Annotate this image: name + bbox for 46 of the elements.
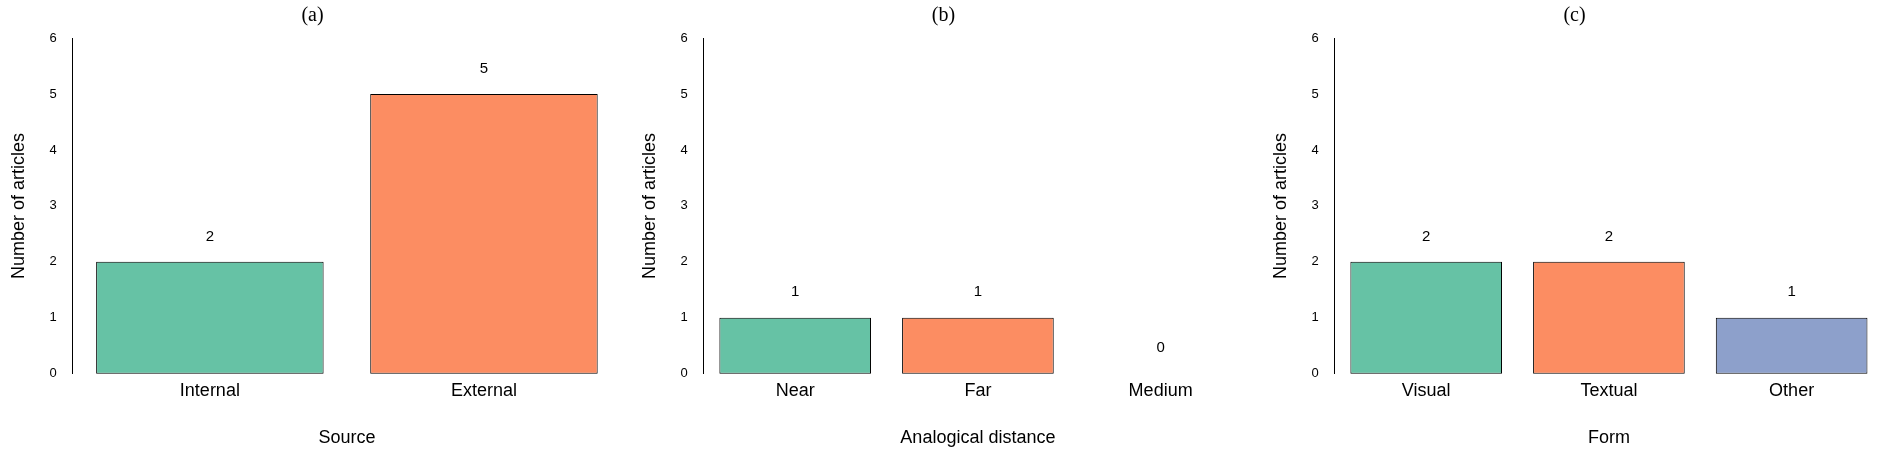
x-axis-title: Form [1587,427,1630,448]
y-tick-label: 4 [680,141,688,157]
y-tick-label: 2 [680,253,688,269]
x-tick-label: Visual [1401,379,1451,400]
y-tick-label: 2 [49,253,57,269]
x-tick-label: Textual [1580,379,1638,400]
chart-title: (b) [931,3,956,27]
y-axis-title: Number of articles [638,132,659,279]
x-tick-label: Far [964,379,992,400]
y-tick-label: 6 [49,29,57,45]
data-label: 0 [1156,338,1165,356]
y-tick-label: 0 [49,365,57,381]
y-axis-title: Number of articles [7,132,28,279]
y-tick-label: 1 [1311,309,1319,325]
x-tick-label: Other [1769,379,1815,400]
x-tick-label: Near [775,379,815,400]
y-tick-label: 5 [1311,85,1319,101]
y-tick-label: 6 [680,29,688,45]
x-tick-label: Medium [1128,379,1193,400]
data-label: 1 [973,282,983,300]
y-tick-label: 3 [680,197,688,213]
chart-title: (c) [1563,3,1586,27]
y-tick-label: 1 [680,309,688,325]
y-tick-label: 5 [49,85,57,101]
data-label: 2 [1604,226,1614,244]
x-axis-title: Analogical distance [900,427,1056,448]
y-tick-label: 4 [49,141,57,157]
y-tick-label: 6 [1311,29,1319,45]
y-tick-label: 0 [1311,365,1319,381]
x-tick-label: External [450,379,517,400]
data-label: 1 [1787,282,1796,300]
y-tick-label: 1 [49,309,57,325]
chart-title: (a) [301,3,324,27]
y-tick-label: 0 [680,365,688,381]
y-axis-title: Number of articles [1269,132,1290,279]
data-label: 1 [791,282,800,300]
y-tick-label: 2 [1311,253,1319,269]
y-tick-label: 3 [49,197,57,213]
y-tick-label: 4 [1311,141,1319,157]
x-tick-label: Internal [179,379,240,400]
y-tick-label: 3 [1311,197,1319,213]
data-label: 2 [205,226,215,244]
x-axis-title: Source [318,427,376,448]
data-label: 5 [479,58,489,76]
y-tick-label: 5 [680,85,688,101]
data-label: 2 [1422,226,1431,244]
